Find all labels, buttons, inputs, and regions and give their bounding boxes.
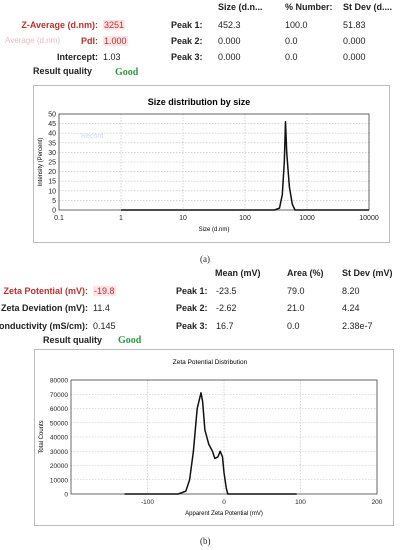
- size-col-header-2: % Number:: [285, 2, 333, 12]
- x-tick-label: 10000: [359, 215, 379, 222]
- y-tick-label: 40: [48, 131, 56, 138]
- x-tick-label: -100: [141, 499, 154, 506]
- zeta-peak1-mean: -23.5: [216, 286, 237, 296]
- y-tick-label: 80000: [50, 378, 68, 385]
- size-distribution-chart: Size distribution by size 0 5 10 15 20 25 30 35 4…: [38, 97, 379, 233]
- size-peak3-size: 0.000: [218, 52, 241, 62]
- size-chart-caption: (a): [200, 254, 210, 264]
- conductivity-label: Conductivity (mS/cm):: [0, 321, 88, 331]
- zeta-peak3-stdev: 2.38e-7: [342, 321, 373, 331]
- size-peak1-label: Peak 1:: [171, 20, 203, 30]
- size-peak2-label: Peak 2:: [171, 36, 203, 46]
- x-tick-label: 1000: [299, 215, 315, 222]
- y-tick-label: 10: [48, 188, 56, 195]
- y-tick-label: 20000: [50, 463, 68, 470]
- x-tick-label: 100: [239, 215, 251, 222]
- zeta-peak2-mean: -2.62: [216, 303, 237, 313]
- size-peak2-size: 0.000: [218, 36, 241, 46]
- zeta-col-header-3: St Dev (mV): [342, 268, 393, 278]
- size-peak2-stdev: 0.000: [343, 36, 366, 46]
- zeta-peak1-label: Peak 1:: [176, 286, 208, 296]
- zeta-peak2-label: Peak 2:: [176, 303, 208, 313]
- pdi-label: PdI:: [81, 36, 98, 46]
- zeta-chart-caption: (b): [200, 536, 211, 546]
- x-tick-label: 100: [295, 499, 306, 506]
- zeta-peak3-mean: 16.7: [216, 321, 234, 331]
- pdi-value: 1.000: [103, 36, 128, 46]
- y-tick-label: 20: [48, 169, 56, 176]
- plot-frame: [70, 379, 378, 495]
- size-quality-label: Result quality: [33, 66, 93, 76]
- zeta-peak3-label: Peak 3:: [176, 321, 208, 331]
- y-tick-label: 40000: [50, 435, 68, 442]
- z-average-label: Z-Average (d.nm):: [21, 20, 98, 30]
- zeta-distribution-chart: Zeta Potential Distribution 0 10000 20000 30…: [39, 359, 383, 517]
- size-peak3-label: Peak 3:: [171, 52, 203, 62]
- y-tick-label: 0: [52, 208, 56, 215]
- y-tick-label: 50000: [50, 420, 68, 427]
- y-tick-label: 5: [52, 198, 56, 205]
- chart-title: Zeta Potential Distribution: [173, 359, 248, 366]
- zeta-peak2-area: 21.0: [287, 303, 305, 313]
- size-peak2-number: 0.0: [285, 36, 298, 46]
- faint-record-label: Record: [81, 133, 104, 140]
- distribution-series-line: [124, 392, 297, 495]
- y-tick-label: 35: [48, 140, 56, 147]
- zeta-quality-value: Good: [118, 335, 142, 346]
- size-peak3-number: 0.0: [285, 52, 298, 62]
- zeta-potential-label: Zeta Potential (mV):: [3, 286, 88, 296]
- x-tick-label: 0.1: [54, 215, 64, 222]
- x-axis-label: Size (d.nm): [199, 227, 230, 233]
- x-axis-label: Apparent Zeta Potential (mV): [185, 511, 263, 517]
- y-tick-label: 30: [48, 150, 56, 157]
- y-tick-label: 10000: [50, 477, 68, 484]
- zeta-quality-label: Result quality: [43, 335, 103, 345]
- size-peak3-stdev: 0.000: [343, 52, 366, 62]
- zeta-distribution-panel: Zeta Potential Distribution 0 10000 20000 30…: [34, 349, 394, 526]
- size-col-header-3: St Dev (d....: [343, 2, 393, 12]
- z-average-value: 3251: [103, 20, 126, 30]
- zeta-potential-value: -19.8: [93, 286, 116, 296]
- y-tick-label: 30000: [50, 449, 68, 456]
- zeta-peak2-stdev: 4.24: [342, 303, 360, 313]
- faint-average-label: Average (d.nm): [5, 36, 60, 45]
- x-tick-label: 10: [179, 215, 187, 222]
- y-axis-label: Total Counts: [39, 420, 45, 453]
- distribution-series-line: [121, 120, 369, 211]
- conductivity-value: 0.145: [93, 321, 116, 331]
- intercept-label: Intercept:: [56, 52, 98, 62]
- x-tick-label: 1: [119, 215, 123, 222]
- size-peak1-stdev: 51.83: [343, 20, 366, 30]
- zeta-col-header-2: Area (%): [287, 268, 324, 278]
- y-tick-label: 60000: [50, 406, 68, 413]
- size-peak1-number: 100.0: [285, 20, 308, 30]
- zeta-col-header-1: Mean (mV): [215, 268, 261, 278]
- size-peak1-size: 452.3: [218, 20, 241, 30]
- zeta-peak3-area: 0.0: [287, 321, 300, 331]
- zeta-peak1-area: 79.0: [287, 286, 305, 296]
- y-tick-label: 45: [48, 121, 56, 128]
- x-tick-label: 200: [372, 499, 383, 506]
- zeta-peak1-stdev: 8.20: [342, 286, 360, 296]
- y-axis-label: Intensity (Percent): [38, 138, 44, 187]
- size-distribution-panel: Size distribution by size 0 5 10 15 20 25 30 35 4…: [33, 85, 390, 243]
- y-tick-label: 25: [48, 160, 56, 167]
- size-quality-value: Good: [115, 67, 139, 78]
- intercept-value: 1.03: [103, 52, 121, 62]
- zeta-deviation-label: Zeta Deviation (mV):: [0, 303, 88, 313]
- y-tick-label: 50: [48, 112, 56, 119]
- size-col-header-1: Size (d.n...: [218, 2, 263, 12]
- x-tick-label: 0: [222, 499, 226, 506]
- y-tick-label: 0: [64, 492, 68, 499]
- y-tick-label: 15: [48, 179, 56, 186]
- y-tick-label: 70000: [50, 392, 68, 399]
- chart-title: Size distribution by size: [148, 97, 251, 107]
- zeta-deviation-value: 11.4: [93, 303, 110, 313]
